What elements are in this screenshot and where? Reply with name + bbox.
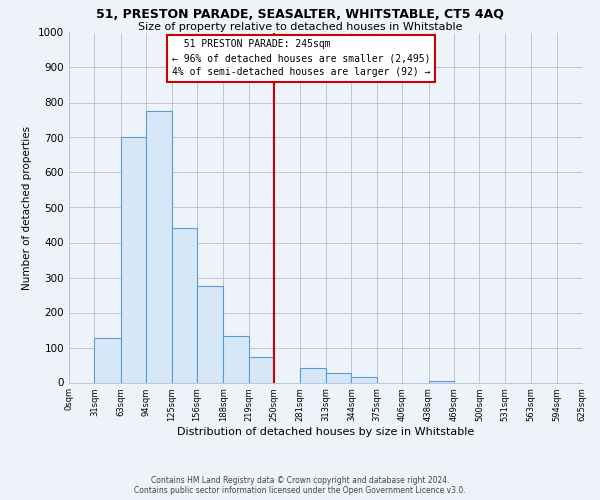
Bar <box>223 336 249 382</box>
Text: Size of property relative to detached houses in Whitstable: Size of property relative to detached ho… <box>138 22 462 32</box>
Bar <box>428 381 454 382</box>
Bar <box>94 338 121 382</box>
Bar <box>249 358 274 382</box>
Text: Contains HM Land Registry data © Crown copyright and database right 2024.
Contai: Contains HM Land Registry data © Crown c… <box>134 476 466 495</box>
Bar <box>121 138 146 382</box>
X-axis label: Distribution of detached houses by size in Whitstable: Distribution of detached houses by size … <box>177 427 474 437</box>
Bar <box>172 228 197 382</box>
Bar <box>146 112 172 382</box>
Text: 51, PRESTON PARADE, SEASALTER, WHITSTABLE, CT5 4AQ: 51, PRESTON PARADE, SEASALTER, WHITSTABL… <box>96 8 504 20</box>
Text: 51 PRESTON PARADE: 245sqm  
← 96% of detached houses are smaller (2,495)
4% of s: 51 PRESTON PARADE: 245sqm ← 96% of detac… <box>172 40 430 78</box>
Bar <box>352 377 377 382</box>
Y-axis label: Number of detached properties: Number of detached properties <box>22 126 32 290</box>
Bar <box>299 368 326 382</box>
Bar <box>326 373 352 382</box>
Bar <box>197 286 223 382</box>
